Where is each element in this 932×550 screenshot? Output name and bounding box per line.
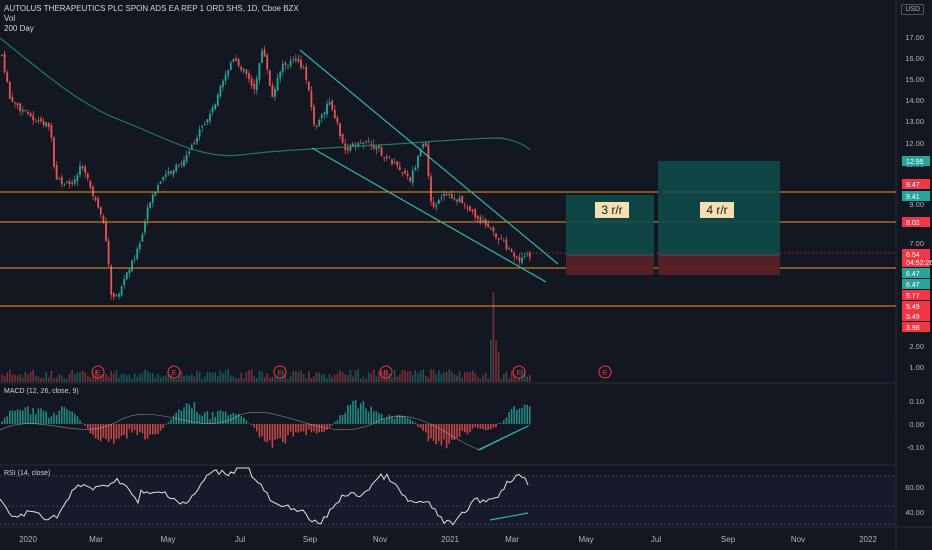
price-tag: 6.54 (906, 252, 920, 259)
time-label: Sep (721, 535, 736, 544)
time-label: Mar (505, 535, 519, 544)
channel-lower-line[interactable] (311, 147, 547, 283)
price-tag: 5.49 (906, 304, 920, 311)
price-tick: 15.00 (905, 75, 924, 84)
rsi-axis: 60.00 40.00 (905, 483, 924, 517)
rsi-tick: 40.00 (905, 508, 924, 517)
earnings-marker-label: E (517, 370, 522, 377)
chart-title: AUTOLUS THERAPEUTICS PLC SPON ADS EA REP… (4, 4, 299, 13)
ma-label: 200 Day (4, 24, 34, 33)
macd-axis: 0.10 0.00 -0.10 (907, 397, 924, 452)
macd-divergence-line[interactable] (477, 425, 529, 451)
earnings-marker-label: E (172, 370, 177, 377)
price-tag: 5.49 (906, 314, 920, 321)
macd-signal-line (0, 411, 531, 451)
macd-label: MACD (12, 26, close, 9) (4, 388, 79, 395)
risk-reward-box-2[interactable]: 4 r/r (658, 161, 780, 275)
earnings-marker[interactable] (167, 365, 181, 379)
price-tick: 13.00 (905, 117, 924, 126)
price-tag: 9.41 (906, 194, 920, 201)
earnings-marker[interactable] (91, 365, 105, 379)
rsi-tick: 60.00 (905, 483, 924, 492)
price-tag: 12.95 (906, 159, 924, 166)
earnings-marker-label: E (384, 370, 389, 377)
earnings-marker[interactable] (598, 365, 612, 379)
earnings-marker-label: E (603, 370, 608, 377)
time-label: 2021 (441, 535, 459, 544)
time-label: Jul (651, 535, 661, 544)
rsi-line (0, 467, 529, 526)
time-axis[interactable]: 2020 Mar May Jul Sep Nov 2021 Mar May Jul Sep Nov 20… (19, 535, 877, 544)
price-tick: 16.00 (905, 54, 924, 63)
price-tick: 1.00 (909, 363, 924, 372)
price-tick: 14.00 (905, 96, 924, 105)
ma-200-line (0, 37, 531, 157)
macd-tick: 0.00 (909, 420, 924, 429)
rsi-divergence-line[interactable] (489, 512, 529, 521)
time-label: Nov (373, 535, 387, 544)
price-tick: 12.00 (905, 139, 924, 148)
currency-badge[interactable]: USD (901, 4, 924, 15)
price-tag: 3.98 (906, 325, 920, 332)
earnings-marker-label: E (96, 370, 101, 377)
macd-tick: 0.10 (909, 397, 924, 406)
rsi-label: RSI (14, close) (4, 470, 51, 477)
time-label: Jul (235, 535, 245, 544)
time-label: May (160, 535, 175, 544)
earnings-marker-label: E (278, 370, 283, 377)
time-label: Mar (89, 535, 103, 544)
time-label: 2020 (19, 535, 37, 544)
earnings-marker[interactable] (273, 365, 287, 379)
price-tick: 2.00 (909, 342, 924, 351)
price-tag: 04:52:26 (906, 260, 932, 267)
volume-bars (1, 292, 531, 382)
price-tag: 6.47 (906, 271, 920, 278)
price-tick: 9.00 (909, 200, 924, 209)
macd-tick: -0.10 (907, 443, 924, 452)
macd-histogram (1, 399, 531, 449)
earnings-marker[interactable] (379, 365, 393, 379)
earnings-marker[interactable] (512, 365, 526, 379)
box1-label: 3 r/r (601, 203, 622, 217)
time-label: Nov (791, 535, 805, 544)
price-tag: 5.77 (906, 293, 920, 300)
price-tick: 17.00 (905, 33, 924, 42)
price-tag: 6.47 (906, 282, 920, 289)
volume-label: Vol (4, 14, 16, 23)
time-label: 2022 (859, 535, 877, 544)
box2-label: 4 r/r (706, 203, 727, 217)
risk-reward-box-1[interactable]: 3 r/r (566, 195, 654, 275)
channel-upper-line[interactable] (299, 49, 559, 265)
time-label: May (578, 535, 593, 544)
time-label: Sep (303, 535, 318, 544)
price-candles (1, 46, 531, 301)
price-tick: 7.00 (909, 239, 924, 248)
price-tag: 8.02 (906, 220, 920, 227)
price-tag: 9.47 (906, 182, 920, 189)
